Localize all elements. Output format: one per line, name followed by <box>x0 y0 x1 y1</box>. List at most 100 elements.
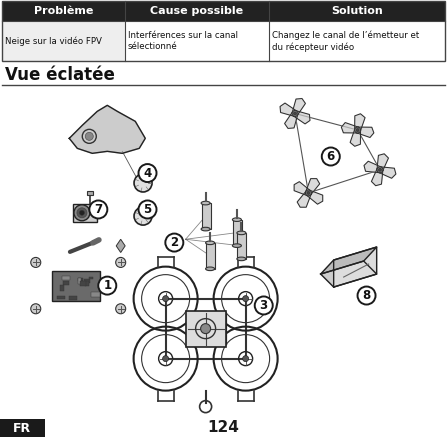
Polygon shape <box>307 191 323 204</box>
Polygon shape <box>294 111 310 124</box>
Text: Changez le canal de l’émetteur et
du récepteur vidéo: Changez le canal de l’émetteur et du réc… <box>272 30 419 52</box>
Bar <box>84 279 90 283</box>
Polygon shape <box>379 167 396 178</box>
Polygon shape <box>342 122 358 133</box>
Bar <box>233 220 242 246</box>
Polygon shape <box>364 161 381 173</box>
Circle shape <box>292 111 298 117</box>
Text: Neige sur la vidéo FPV: Neige sur la vidéo FPV <box>5 36 102 46</box>
Circle shape <box>134 174 152 192</box>
Circle shape <box>305 190 312 196</box>
Bar <box>2 1 445 21</box>
Circle shape <box>356 128 359 132</box>
Circle shape <box>354 127 361 133</box>
Bar <box>91 291 100 297</box>
Circle shape <box>243 356 249 362</box>
Polygon shape <box>333 247 377 287</box>
Ellipse shape <box>237 231 246 235</box>
Polygon shape <box>350 129 361 146</box>
Circle shape <box>116 257 126 267</box>
Circle shape <box>163 356 169 362</box>
Circle shape <box>294 112 296 115</box>
Circle shape <box>98 277 116 295</box>
Polygon shape <box>377 154 388 170</box>
Circle shape <box>89 201 107 218</box>
Polygon shape <box>357 127 374 138</box>
Text: 2: 2 <box>170 236 178 249</box>
Circle shape <box>255 296 273 315</box>
Text: 1: 1 <box>103 279 111 292</box>
Bar <box>186 311 226 347</box>
Bar <box>73 204 97 222</box>
Bar <box>52 271 100 301</box>
Bar <box>85 281 89 286</box>
Text: 5: 5 <box>143 203 152 216</box>
Text: 7: 7 <box>94 203 102 216</box>
Circle shape <box>201 324 211 333</box>
Polygon shape <box>292 98 305 115</box>
Circle shape <box>165 233 183 252</box>
Bar <box>78 277 83 281</box>
Circle shape <box>31 257 41 267</box>
Bar <box>0 419 45 437</box>
Text: 6: 6 <box>327 150 335 163</box>
Bar <box>62 276 70 280</box>
Bar <box>69 295 77 300</box>
Bar <box>2 1 445 61</box>
Ellipse shape <box>237 257 246 261</box>
Bar <box>89 277 93 279</box>
Ellipse shape <box>232 218 241 222</box>
Circle shape <box>243 295 249 302</box>
Circle shape <box>85 132 93 140</box>
Text: 4: 4 <box>143 166 152 180</box>
Text: Problème: Problème <box>34 6 93 16</box>
Circle shape <box>77 208 87 218</box>
Bar <box>2 21 445 61</box>
Text: 124: 124 <box>207 420 240 436</box>
Circle shape <box>379 168 381 171</box>
Circle shape <box>322 148 340 166</box>
Text: FR: FR <box>13 422 31 434</box>
Circle shape <box>358 287 375 305</box>
Polygon shape <box>320 247 377 274</box>
Text: Cause possible: Cause possible <box>151 6 244 16</box>
Text: 8: 8 <box>363 289 371 302</box>
Circle shape <box>139 164 156 182</box>
Ellipse shape <box>232 244 241 247</box>
Ellipse shape <box>201 201 210 205</box>
Polygon shape <box>320 261 377 287</box>
Polygon shape <box>280 103 296 116</box>
Text: Vue éclatée: Vue éclatée <box>5 66 115 84</box>
Circle shape <box>307 191 310 194</box>
Bar <box>2 21 125 61</box>
Bar <box>202 203 211 229</box>
Bar <box>78 278 81 284</box>
Circle shape <box>74 205 90 221</box>
Circle shape <box>377 167 383 173</box>
Circle shape <box>80 210 84 215</box>
Polygon shape <box>354 114 365 131</box>
Polygon shape <box>294 182 310 195</box>
Polygon shape <box>297 191 311 207</box>
Bar <box>63 281 69 285</box>
Polygon shape <box>116 239 125 253</box>
Ellipse shape <box>206 267 215 271</box>
Bar <box>206 243 215 269</box>
Circle shape <box>31 304 41 314</box>
Bar <box>87 191 93 195</box>
Ellipse shape <box>201 227 210 231</box>
Bar <box>60 285 63 291</box>
Circle shape <box>116 304 126 314</box>
Circle shape <box>134 207 152 225</box>
Bar <box>57 296 65 299</box>
Circle shape <box>163 295 169 302</box>
Bar <box>237 233 246 259</box>
Ellipse shape <box>206 241 215 245</box>
Text: Solution: Solution <box>331 6 383 16</box>
Text: Interférences sur la canal
sélectionné: Interférences sur la canal sélectionné <box>128 31 238 51</box>
Text: 3: 3 <box>260 299 268 312</box>
Polygon shape <box>285 112 298 128</box>
Bar <box>80 281 86 286</box>
Polygon shape <box>306 179 320 194</box>
Polygon shape <box>69 105 145 153</box>
